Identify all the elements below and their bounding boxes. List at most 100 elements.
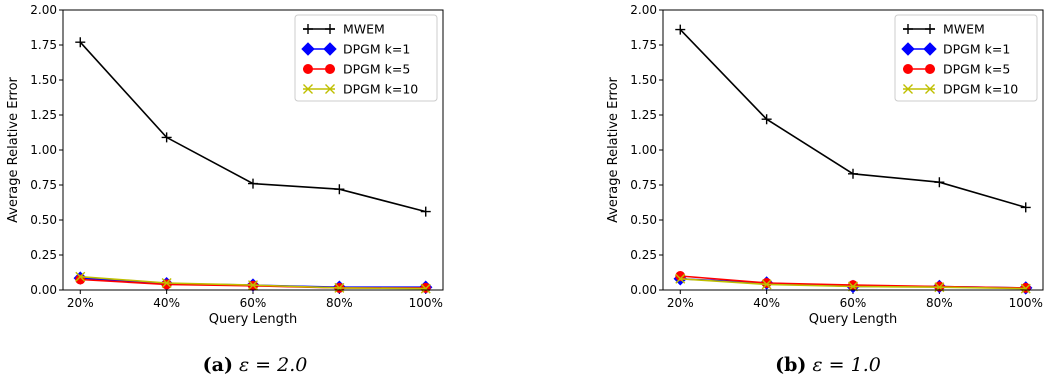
data-point [420,206,431,217]
data-point [1020,202,1031,213]
data-point [75,271,86,282]
legend-marker [323,42,337,56]
y-tick-label: 0.25 [630,248,657,262]
plot-frame [62,9,444,291]
y-tick-label: 0.00 [630,283,657,297]
legend-marker [325,24,335,34]
legend-marker [303,84,313,94]
data-point [761,278,772,288]
legend-marker [301,42,315,56]
x-tick-label: 80% [326,296,353,310]
y-tick-label: 0.50 [30,213,57,227]
y-tick-label: 0.75 [30,178,57,192]
series-3 [75,271,431,294]
data-point [848,168,858,179]
legend-marker [325,84,335,94]
legend-entry: DPGM k=1 [901,42,1010,57]
legend-entry: DPGM k=10 [303,82,418,97]
legend-label: MWEM [943,22,985,37]
legend-marker [901,42,915,56]
x-tick-label: 20% [667,296,694,310]
subfigure-caption: (b) ε = 1.0 [775,354,881,376]
legend-label: MWEM [343,22,385,37]
chart-1: 0.00 0.25 0.50 0.75 1.00 1.25 1.50 1.75 2.00 20% 4… [606,3,1044,376]
y-tick-label: 0.00 [30,283,57,297]
legend-entry: DPGM k=5 [303,62,410,77]
legend-label: DPGM k=5 [943,62,1010,77]
y-tick-label: 0.75 [630,178,657,192]
y-tick-label: 1.75 [30,38,57,52]
legend-marker [925,64,935,74]
data-point [761,279,772,290]
data-point [761,114,772,125]
legend-box [894,14,1038,102]
data-point [934,177,945,188]
x-tick-label: 40% [753,296,780,310]
legend: MWEM DPGM k=1 DPGM k=5 DPGM k=10 [294,14,438,102]
caption-text: ε = 1.0 [812,354,880,376]
caption-label: (b) [775,354,806,376]
y-tick-label: 1.25 [30,108,57,122]
y-tick-label: 0.50 [630,213,657,227]
data-point [334,282,345,293]
x-tick-label: 60% [240,296,267,310]
series-0 [675,24,1031,213]
data-point [334,184,345,195]
legend-label: DPGM k=10 [343,82,418,97]
data-point [420,283,431,294]
data-point [675,24,686,35]
data-point [248,178,258,189]
x-tick-label: 20% [67,296,94,310]
data-point [161,279,172,290]
legend-label: DPGM k=5 [343,62,410,77]
y-tick-label: 1.50 [630,73,657,87]
y-tick-label: 2.00 [30,3,57,17]
x-axis-label: Query Length [209,312,297,327]
series-3 [675,273,1031,294]
legend: MWEM DPGM k=1 DPGM k=5 DPGM k=10 [894,14,1038,102]
legend-marker [925,84,935,94]
data-point [75,37,86,48]
legend-marker [903,64,913,74]
data-point [161,278,172,288]
y-axis-label: Average Relative Error [606,76,621,222]
legend-marker [923,42,937,56]
legend-marker [903,24,913,34]
y-tick-label: 0.25 [30,248,57,262]
x-tick-label: 100% [1009,296,1043,310]
legend-label: DPGM k=1 [943,42,1010,57]
legend-label: DPGM k=1 [343,42,410,57]
legend-entry: DPGM k=1 [301,42,410,57]
data-point [248,280,258,291]
series-0 [75,37,431,217]
legend-box [294,14,438,102]
y-tick-label: 1.00 [630,143,657,157]
x-tick-label: 80% [926,296,953,310]
data-point [1020,283,1031,294]
data-point [675,273,686,284]
data-point [848,280,858,291]
chart-0: 0.00 0.25 0.50 0.75 1.00 1.25 1.50 1.75 2.00 20% 4… [6,3,444,376]
legend-entry: DPGM k=10 [903,82,1018,97]
caption-text: ε = 2.0 [239,354,307,376]
y-axis-label: Average Relative Error [6,76,21,222]
legend-marker [303,24,313,34]
caption-label: (a) [203,354,233,376]
y-tick-label: 1.50 [30,73,57,87]
legend-marker [325,64,335,74]
y-tick-label: 1.75 [630,38,657,52]
subfigure-caption: (a) ε = 2.0 [203,354,308,376]
x-tick-label: 100% [409,296,443,310]
x-axis-label: Query Length [809,312,897,327]
x-tick-label: 60% [840,296,867,310]
legend-marker [903,84,913,94]
y-tick-label: 1.25 [630,108,657,122]
y-tick-label: 1.00 [30,143,57,157]
legend-label: DPGM k=10 [943,82,1018,97]
legend-marker [303,64,313,74]
legend-entry: MWEM [303,22,385,37]
legend-entry: DPGM k=5 [903,62,1010,77]
legend-marker [925,24,935,34]
y-tick-label: 2.00 [630,3,657,17]
